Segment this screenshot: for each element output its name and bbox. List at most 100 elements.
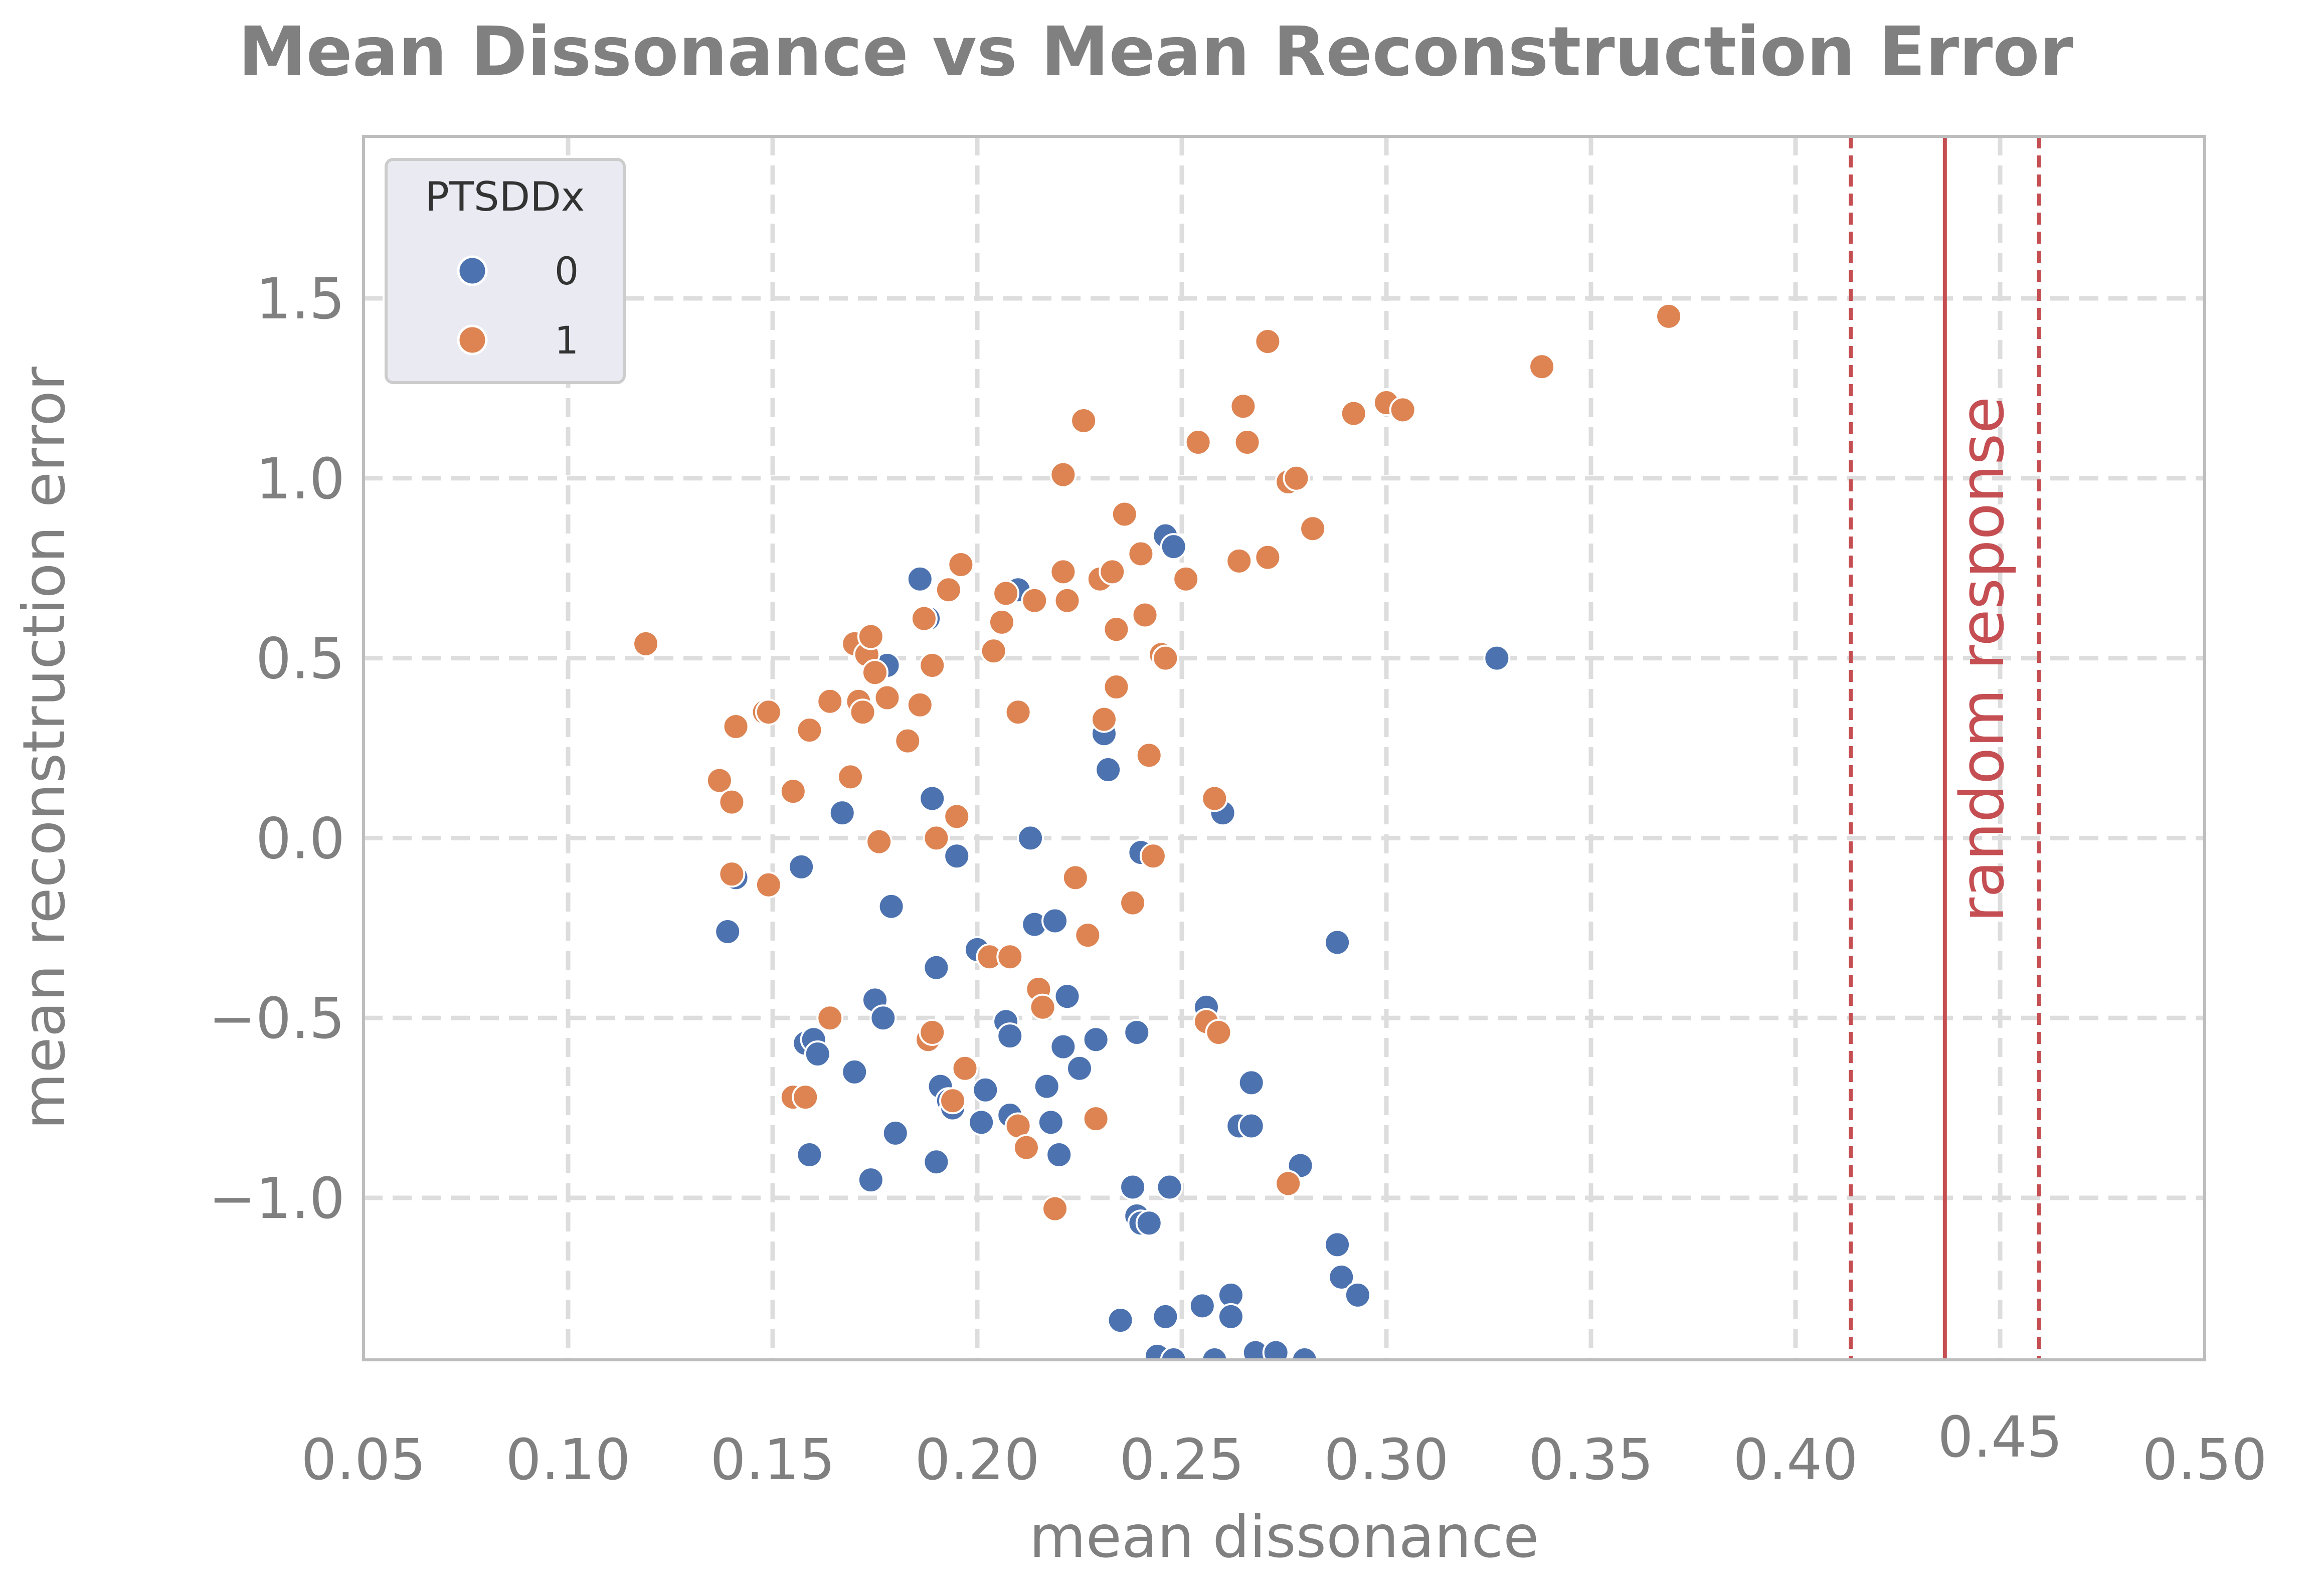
data-point-ptsddx-0 [1201,1346,1228,1360]
data-point-ptsddx-0 [828,799,856,827]
y-tick-label: 1.5 [256,267,345,332]
legend-label-0: 0 [555,249,579,293]
y-tick-label: −0.5 [209,986,345,1051]
data-point-ptsddx-1 [1229,393,1257,420]
data-point-ptsddx-0 [968,1109,995,1136]
data-point-ptsddx-1 [1127,540,1155,568]
data-point-ptsddx-1 [1049,558,1077,586]
data-point-ptsddx-1 [894,727,922,755]
data-point-ptsddx-0 [1135,1209,1163,1237]
data-point-ptsddx-1 [1041,1195,1069,1222]
data-point-ptsddx-1 [1070,407,1098,434]
points-group [632,302,1683,1360]
data-point-ptsddx-0 [1033,1073,1060,1100]
data-point-ptsddx-1 [1275,1170,1302,1197]
data-point-ptsddx-1 [943,803,971,830]
data-point-ptsddx-1 [632,630,660,657]
data-point-ptsddx-0 [804,1040,831,1068]
data-point-ptsddx-1 [935,576,962,604]
data-point-ptsddx-1 [988,608,1015,636]
data-point-ptsddx-1 [1139,842,1167,870]
data-point-ptsddx-1 [861,659,888,686]
plot-frame [362,135,2206,1361]
data-point-ptsddx-0 [869,1004,897,1032]
data-point-ptsddx-1 [906,691,934,719]
data-point-ptsddx-0 [923,1148,950,1176]
data-point-ptsddx-0 [1160,1346,1187,1360]
data-point-ptsddx-0 [1049,1033,1077,1060]
x-tick-label: 0.30 [1324,1428,1449,1493]
data-point-ptsddx-1 [1254,544,1282,571]
data-point-ptsddx-1 [996,943,1024,971]
data-point-ptsddx-0 [1237,1112,1265,1140]
data-point-ptsddx-0 [1483,644,1511,672]
data-point-ptsddx-1 [1152,644,1179,672]
data-point-ptsddx-1 [1103,616,1130,643]
data-point-ptsddx-1 [779,778,807,805]
x-tick-label: 0.50 [2142,1428,2267,1493]
legend-title: PTSDDx [425,173,585,220]
data-point-ptsddx-0 [1095,756,1122,784]
data-points [632,302,1683,1360]
data-point-ptsddx-1 [1172,565,1200,593]
x-tick-label: 0.10 [505,1428,630,1493]
data-point-ptsddx-1 [1299,515,1327,543]
data-point-ptsddx-1 [1135,742,1163,769]
data-point-ptsddx-1 [1340,400,1367,427]
legend-marker-0 [457,255,488,286]
data-point-ptsddx-1 [816,1004,844,1032]
data-point-ptsddx-1 [1254,328,1282,356]
data-point-ptsddx-0 [881,1119,909,1147]
data-point-ptsddx-1 [796,717,823,744]
data-point-ptsddx-1 [919,651,946,679]
data-point-ptsddx-0 [841,1058,868,1086]
data-point-ptsddx-1 [1655,302,1683,330]
x-tick-label: 0.45 [1937,1405,2062,1470]
data-point-ptsddx-1 [1205,1018,1232,1046]
data-point-ptsddx-0 [857,1166,884,1194]
data-point-ptsddx-1 [718,860,746,888]
y-tick-label: 0.5 [256,627,345,692]
data-point-ptsddx-1 [1082,1105,1110,1133]
data-point-ptsddx-1 [951,1054,979,1082]
data-point-ptsddx-1 [755,698,782,726]
data-point-ptsddx-1 [1103,673,1130,700]
data-point-ptsddx-0 [1107,1307,1134,1334]
y-axis-label: mean reconstruction error [11,367,78,1130]
data-point-ptsddx-1 [1528,353,1556,381]
data-point-ptsddx-1 [722,713,750,740]
data-point-ptsddx-0 [906,565,934,593]
data-point-ptsddx-1 [1053,587,1081,614]
x-tick-label: 0.35 [1528,1428,1653,1493]
data-point-ptsddx-1 [1201,785,1228,812]
data-point-ptsddx-0 [1160,533,1187,561]
data-point-ptsddx-1 [873,684,901,712]
data-point-ptsddx-0 [1217,1303,1244,1330]
data-point-ptsddx-1 [923,824,950,852]
data-point-ptsddx-0 [1156,1173,1183,1201]
data-point-ptsddx-0 [1041,907,1069,935]
data-point-ptsddx-1 [849,698,876,726]
data-point-ptsddx-1 [1119,889,1147,917]
data-point-ptsddx-0 [1152,1303,1179,1330]
x-tick-label: 0.25 [1119,1428,1244,1493]
data-point-ptsddx-1 [1389,396,1416,424]
data-point-ptsddx-1 [1004,698,1032,726]
data-point-ptsddx-1 [1061,864,1089,892]
data-point-ptsddx-1 [910,605,938,632]
y-tick-label: −1.0 [209,1166,345,1231]
data-point-ptsddx-0 [1324,929,1351,956]
x-axis-label: mean dissonance [1029,1503,1539,1571]
data-point-ptsddx-1 [1233,429,1261,456]
x-tick-labels: 0.05 0.10 0.15 0.20 0.25 0.30 0.35 0.40 0.45 0.50 [301,1405,2267,1493]
data-point-ptsddx-1 [837,763,864,791]
data-point-ptsddx-1 [1131,601,1159,629]
data-point-ptsddx-1 [1074,922,1102,949]
data-point-ptsddx-0 [923,954,950,981]
data-point-ptsddx-0 [1123,1018,1151,1046]
data-point-ptsddx-1 [1049,461,1077,488]
data-point-ptsddx-1 [865,828,893,855]
chart-title: Mean Dissonance vs Mean Reconstruction E… [238,13,2073,92]
data-point-ptsddx-0 [919,785,946,812]
